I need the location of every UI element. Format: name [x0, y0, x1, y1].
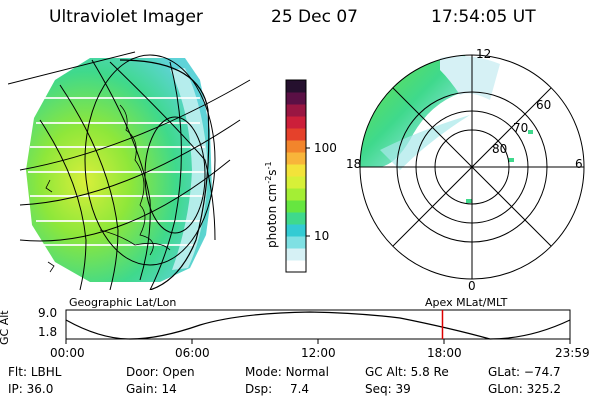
status-ip: IP: 36.0	[8, 382, 54, 396]
colorbar-segment	[286, 104, 306, 117]
mlt-label-6: 6	[575, 157, 583, 171]
timeline-ytick-1-8: 1.8	[38, 325, 58, 339]
polar-image	[359, 55, 533, 203]
status-dsp: Dsp: 7.4	[245, 382, 310, 396]
colorbar-segment	[286, 200, 306, 213]
status-door: Door: Open	[126, 365, 195, 379]
timeline-ytick-9: 9.0	[38, 306, 58, 320]
colorbar-segment	[286, 152, 306, 165]
timeline-xtick-2359: 23:59	[555, 346, 590, 360]
colorbar-frame	[285, 79, 307, 273]
colorbar-segment	[286, 140, 306, 153]
colorbar-segment	[286, 224, 306, 237]
colorbar-segment	[286, 164, 306, 177]
status-seq: Seq: 39	[365, 382, 411, 396]
timeline-axis-label: GC Alt	[0, 310, 11, 345]
time-label: 17:54:05 UT	[431, 7, 536, 27]
status-mode: Mode: Normal	[245, 365, 329, 379]
geographic-label: Geographic Lat/Lon	[69, 296, 177, 309]
colorbar-tick-100: 100	[314, 141, 337, 155]
timeline-xtick-1200: 12:00	[301, 346, 336, 360]
mlt-label-0: 0	[468, 279, 476, 293]
status-flt: Flt: LBHL	[8, 365, 62, 379]
colorbar-segment	[286, 80, 306, 93]
timeline-xtick-1800: 18:00	[427, 346, 462, 360]
geographic-image	[8, 51, 251, 290]
colorbar-unit-label: photon cm-2s-1	[264, 161, 279, 248]
apex-label: Apex MLat/MLT	[425, 296, 508, 309]
mlat-label-60: 60	[536, 98, 552, 112]
status-glon: GLon: 325.2	[488, 382, 561, 396]
date-label: 25 Dec 07	[271, 7, 358, 27]
timeline-frame	[65, 309, 571, 340]
colorbar-segment	[286, 260, 306, 273]
colorbar	[285, 79, 307, 273]
status-gain: Gain: 14	[126, 382, 177, 396]
colorbar-segment	[286, 212, 306, 225]
colorbar-tick-10: 10	[314, 229, 330, 243]
colorbar-segment	[286, 248, 306, 261]
status-glat: GLat: −74.7	[488, 365, 561, 379]
colorbar-segment	[286, 92, 306, 105]
status-gc-alt: GC Alt: 5.8 Re	[365, 365, 449, 379]
colorbar-segment	[286, 236, 306, 249]
mlat-label-70: 70	[513, 121, 529, 135]
altitude-curve	[65, 311, 571, 340]
timeline-xtick-0600: 06:00	[175, 346, 210, 360]
timeline-xtick-0000: 00:00	[50, 346, 85, 360]
mlat-label-80: 80	[492, 142, 508, 156]
mlt-label-12: 12	[476, 47, 492, 61]
colorbar-segment	[286, 116, 306, 129]
colorbar-segment	[286, 188, 306, 201]
colorbar-segment	[286, 128, 306, 141]
colorbar-segment	[286, 176, 306, 189]
mlt-label-18: 18	[346, 157, 362, 171]
instrument-title: Ultraviolet Imager	[49, 7, 203, 27]
polar-grid	[359, 54, 585, 280]
